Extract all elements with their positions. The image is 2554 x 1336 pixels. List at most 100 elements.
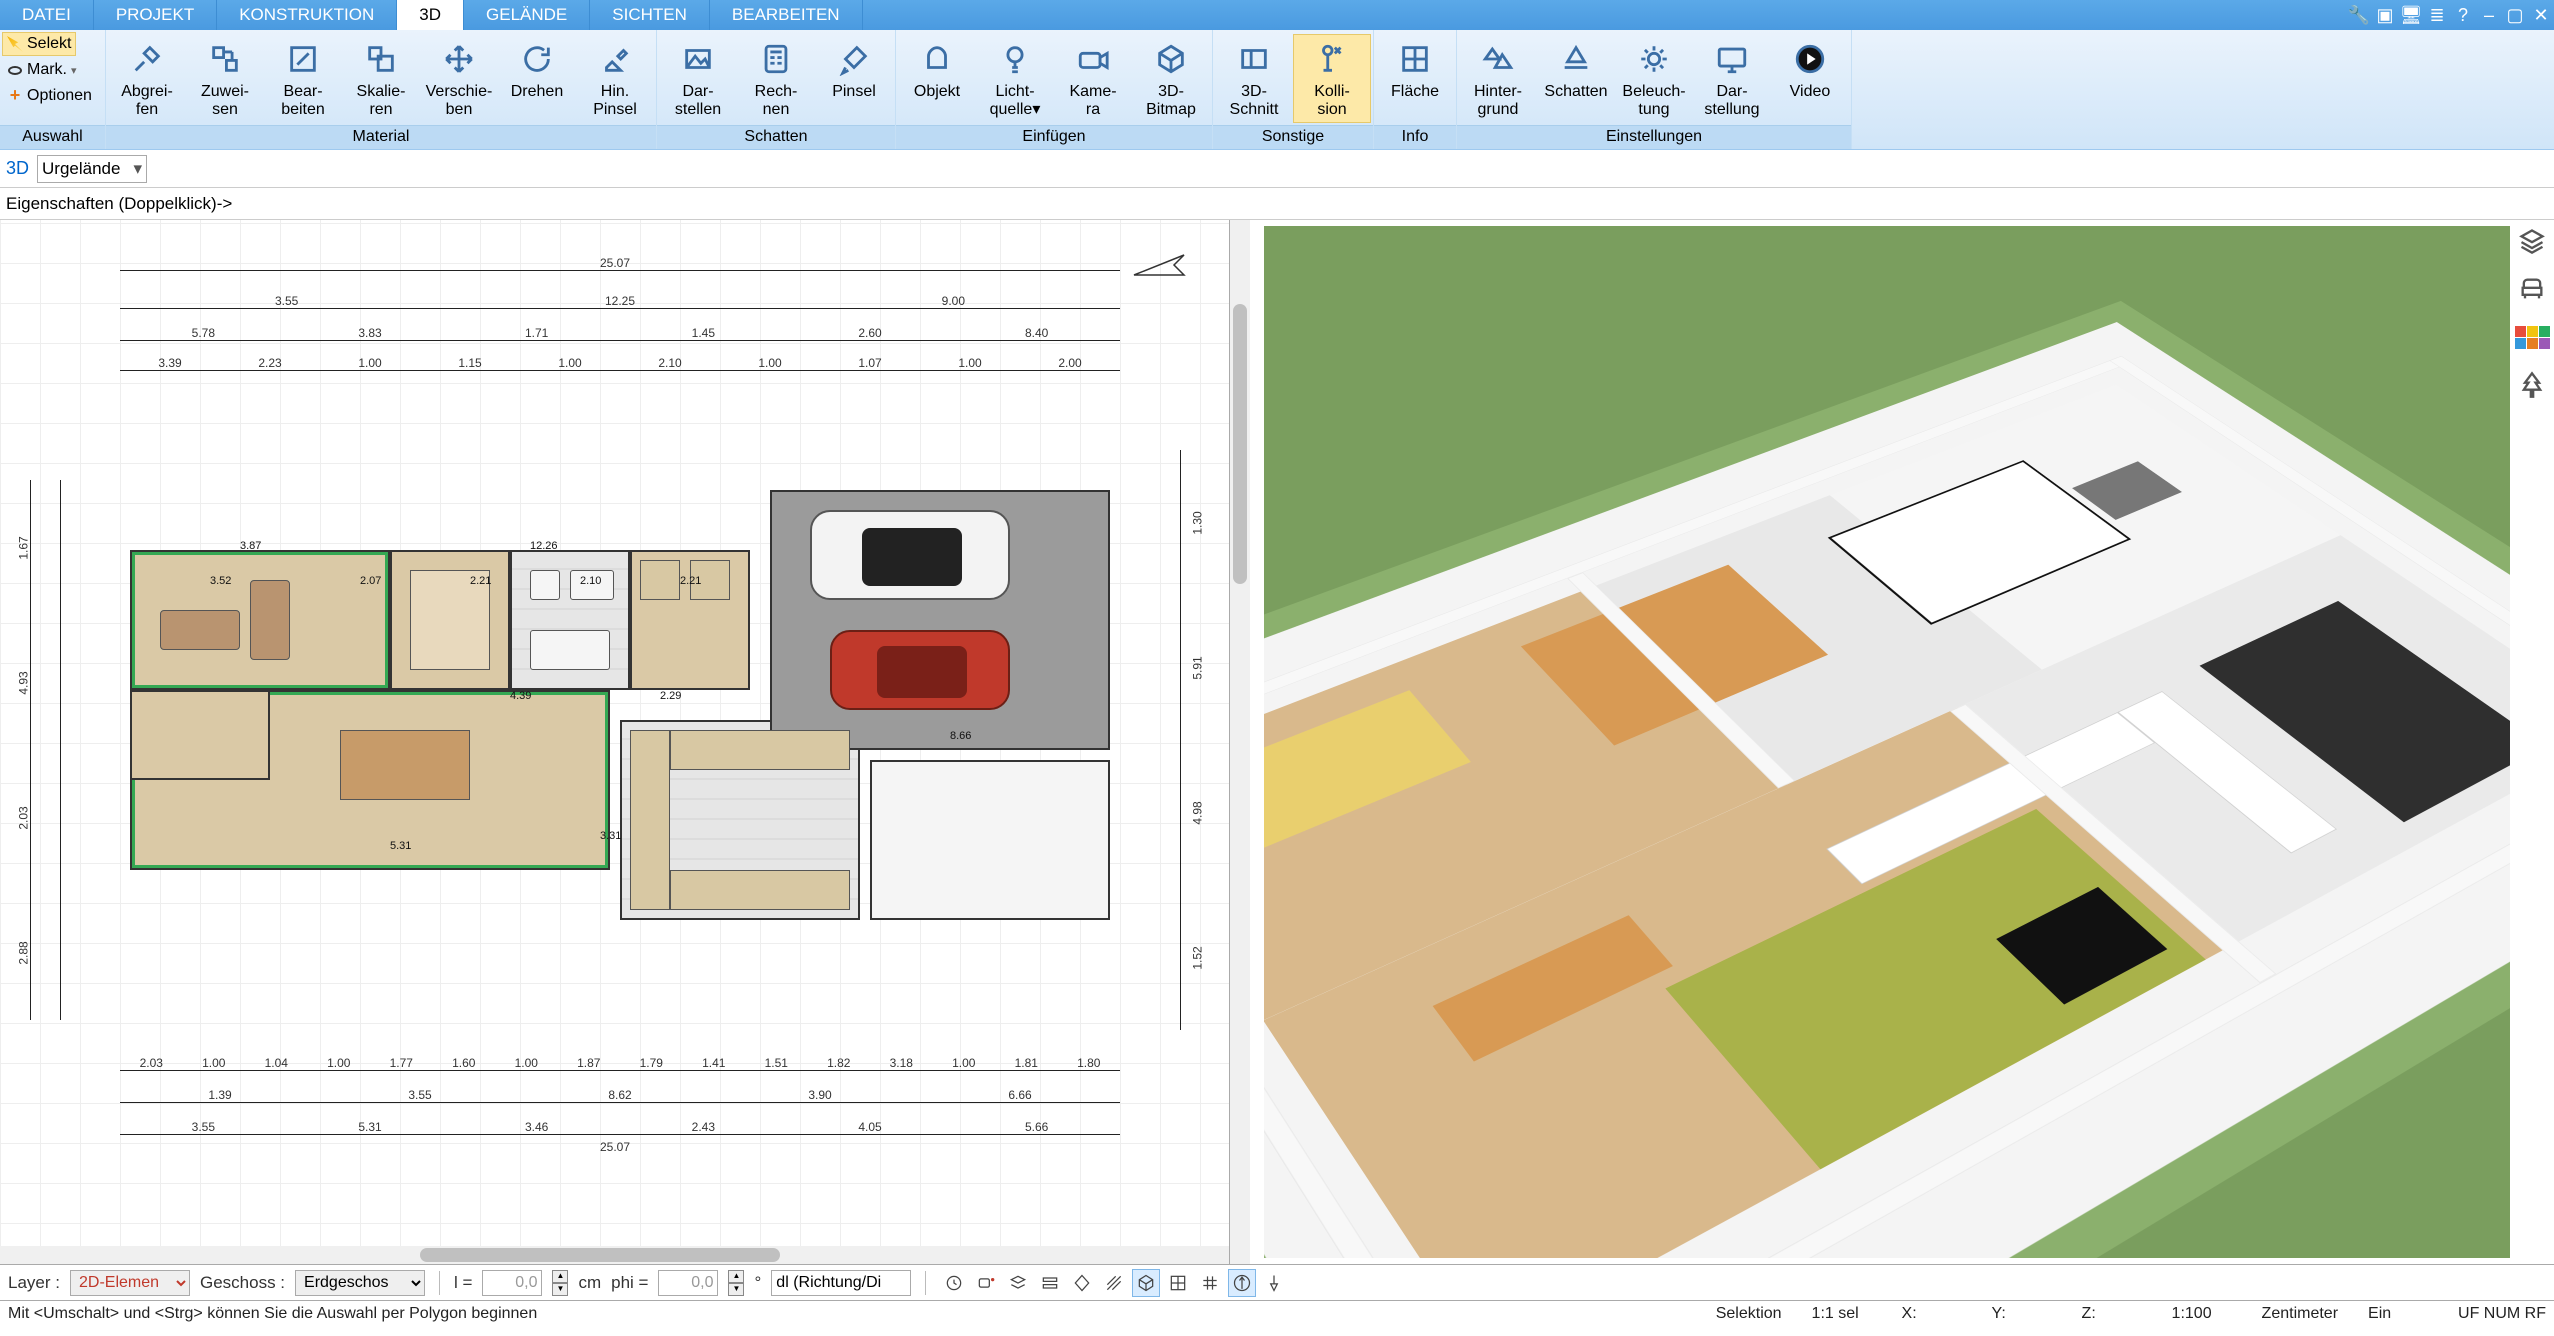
ribbon-btn-label: Licht- — [995, 83, 1034, 101]
dim-label: 1.51 — [765, 1056, 788, 1070]
menu-bar: DATEI PROJEKT KONSTRUKTION 3D GELÄNDE SI… — [0, 0, 2554, 30]
menu-tab-gelaende[interactable]: GELÄNDE — [464, 0, 590, 30]
phi-down[interactable]: ▼ — [728, 1283, 744, 1296]
menu-tab-projekt[interactable]: PROJEKT — [94, 0, 217, 30]
menu-tab-bearbeiten[interactable]: BEARBEITEN — [710, 0, 863, 30]
length-up[interactable]: ▲ — [552, 1270, 568, 1283]
ribbon-btn-hintergrund[interactable]: Hinter-grund — [1459, 34, 1537, 123]
ribbon-btn-label: Rech- — [755, 83, 798, 101]
toggle-pin-button[interactable] — [1260, 1269, 1288, 1297]
menu-tab-sichten[interactable]: SICHTEN — [590, 0, 710, 30]
screen-icon[interactable]: 🖥 — [2398, 0, 2424, 30]
ribbon-group-schatten: Dar-stellenRech-nenPinsel Schatten — [657, 30, 896, 149]
furn-sofa — [160, 610, 240, 650]
3d-scene[interactable] — [1264, 226, 2510, 1258]
minimize-icon[interactable]: – — [2476, 0, 2502, 30]
layer-dropdown[interactable]: 2D-Elemen — [70, 1270, 190, 1296]
rechnen-icon — [756, 39, 796, 79]
ribbon-btn-3dbitmap[interactable]: 3D-Bitmap — [1132, 34, 1210, 123]
dim-label: 1.30 — [1191, 511, 1205, 534]
mark-label: Mark. — [27, 61, 67, 79]
maximize-icon[interactable]: ▢ — [2502, 0, 2528, 30]
dim-label: 5.31 — [358, 1120, 381, 1134]
geschoss-dropdown[interactable]: Erdgeschos — [295, 1270, 425, 1296]
layers-icon[interactable]: ≣ — [2424, 0, 2450, 30]
ribbon-btn-zuweisen[interactable]: Zuwei-sen — [186, 34, 264, 123]
dim-label: 3.83 — [358, 326, 381, 340]
help-icon[interactable]: ? — [2450, 0, 2476, 30]
ribbon-btn-pinsel[interactable]: Pinsel — [815, 34, 893, 106]
select-button[interactable]: Selekt — [2, 32, 76, 56]
phi-input[interactable] — [658, 1270, 718, 1296]
toggle-plus-grid-button[interactable] — [1196, 1269, 1224, 1297]
ribbon-btn-objekt[interactable]: Objekt — [898, 34, 976, 106]
length-down[interactable]: ▼ — [552, 1283, 568, 1296]
flaeche-icon — [1395, 39, 1435, 79]
toggle-north-button[interactable] — [1228, 1269, 1256, 1297]
toggle-stack1-button[interactable] — [1004, 1269, 1032, 1297]
ribbon-btn-schatten-e[interactable]: Schatten — [1537, 34, 1615, 106]
box-icon[interactable]: ▣ — [2372, 0, 2398, 30]
abgreifen-icon — [127, 39, 167, 79]
ribbon-btn-darstellung[interactable]: Dar-stellung — [1693, 34, 1771, 123]
toggle-clock-button[interactable] — [940, 1269, 968, 1297]
ribbon-btn-abgreifen[interactable]: Abgrei-fen — [108, 34, 186, 123]
geschoss-label: Geschoss : — [200, 1273, 285, 1293]
menu-tab-konstruktion[interactable]: KONSTRUKTION — [217, 0, 397, 30]
3d-view-pane[interactable] — [1264, 226, 2510, 1258]
options-button[interactable]: +Optionen — [2, 84, 97, 108]
wrench-icon[interactable]: 🔧 — [2346, 0, 2372, 30]
phi-up[interactable]: ▲ — [728, 1270, 744, 1283]
dim-label: 1.00 — [758, 356, 781, 370]
ribbon-btn-rechnen[interactable]: Rech-nen — [737, 34, 815, 123]
schatten-e-icon — [1556, 39, 1596, 79]
dim-label: 1.77 — [390, 1056, 413, 1070]
ribbon-btn-verschieben[interactable]: Verschie-ben — [420, 34, 498, 123]
ribbon-btn-beleuchtung[interactable]: Beleuch-tung — [1615, 34, 1693, 123]
ribbon-btn-bearbeiten[interactable]: Bear-beiten — [264, 34, 342, 123]
toggle-grid-button[interactable] — [1164, 1269, 1192, 1297]
dim-label: 2.43 — [692, 1120, 715, 1134]
toggle-cube-button[interactable] — [1132, 1269, 1160, 1297]
scrollbar-horizontal[interactable] — [0, 1246, 1229, 1264]
dl-input[interactable] — [771, 1270, 911, 1296]
palette-icon[interactable] — [2515, 320, 2549, 354]
ribbon-btn-drehen[interactable]: Drehen — [498, 34, 576, 106]
ribbon-btn-flaeche[interactable]: Fläche — [1376, 34, 1454, 106]
length-input[interactable] — [482, 1270, 542, 1296]
ribbon-btn-kamera[interactable]: Kame-ra — [1054, 34, 1132, 123]
properties-hint[interactable]: Eigenschaften (Doppelklick)-> — [6, 194, 232, 214]
pinsel-icon — [834, 39, 874, 79]
tree-icon[interactable] — [2515, 368, 2549, 402]
ribbon-btn-kollision[interactable]: Kolli-sion — [1293, 34, 1371, 123]
furn-kitchen-run — [630, 730, 670, 910]
terrain-dropdown[interactable]: Urgelände▾ — [37, 155, 147, 183]
floorplan-canvas[interactable]: 25.07 3.5512.259.00 5.783.831.711.452.60… — [0, 220, 1229, 1264]
ribbon-btn-darstellen[interactable]: Dar-stellen — [659, 34, 737, 123]
ribbon-btn-video[interactable]: Video — [1771, 34, 1849, 106]
kollision-icon — [1312, 39, 1352, 79]
furn-armchair — [250, 580, 290, 660]
ribbon-btn-hinpinsel[interactable]: Hin.Pinsel — [576, 34, 654, 123]
2d-floorplan-pane[interactable]: 25.07 3.5512.259.00 5.783.831.711.452.60… — [0, 220, 1230, 1264]
ribbon-btn-3dschnitt[interactable]: 3D-Schnitt — [1215, 34, 1293, 123]
ribbon-btn-label: 3D- — [1241, 83, 1267, 101]
dim-label: 2.10 — [658, 356, 681, 370]
mark-button[interactable]: Mark.▾ — [2, 58, 82, 82]
dim-label: 1.07 — [858, 356, 881, 370]
layers-panel-icon[interactable] — [2515, 224, 2549, 258]
scrollbar-vertical[interactable] — [1230, 220, 1250, 1264]
ribbon-btn-label: Pinsel — [832, 83, 876, 101]
toggle-diamond-button[interactable] — [1068, 1269, 1096, 1297]
furniture-panel-icon[interactable] — [2515, 272, 2549, 306]
menu-tab-3d[interactable]: 3D — [397, 0, 464, 30]
close-icon[interactable]: ✕ — [2528, 0, 2554, 30]
ribbon-btn-lichtquelle[interactable]: Licht-quelle▾ — [976, 34, 1054, 123]
toggle-stack2-button[interactable] — [1036, 1269, 1064, 1297]
toggle-hatch-button[interactable] — [1100, 1269, 1128, 1297]
dim-label: 1.00 — [515, 1056, 538, 1070]
ribbon-btn-skalieren[interactable]: Skalie-ren — [342, 34, 420, 123]
dim-label: 1.71 — [525, 326, 548, 340]
toggle-record-button[interactable] — [972, 1269, 1000, 1297]
menu-tab-datei[interactable]: DATEI — [0, 0, 94, 30]
